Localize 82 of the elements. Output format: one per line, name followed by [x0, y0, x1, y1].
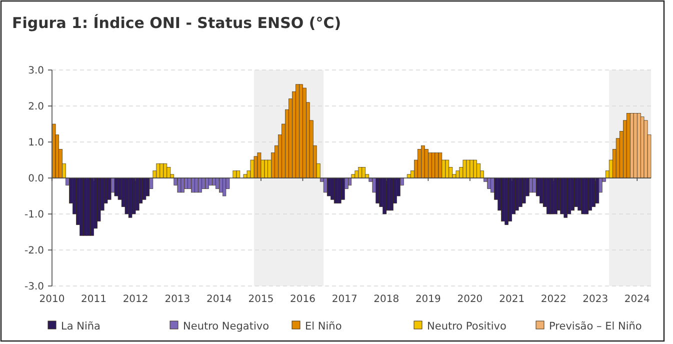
- y-tick-label: -3.0: [24, 282, 44, 292]
- bar: [636, 113, 641, 178]
- bar: [323, 178, 328, 193]
- bar: [257, 152, 262, 178]
- x-tick-label: 2018: [374, 294, 400, 305]
- x-tick-label: 2012: [122, 294, 148, 305]
- bar: [445, 160, 450, 178]
- bar: [532, 178, 536, 193]
- bar: [390, 178, 394, 211]
- bar: [128, 178, 132, 218]
- bar: [595, 178, 600, 204]
- bar: [473, 160, 477, 178]
- x-tick-label: 2015: [248, 294, 274, 305]
- x-tick-label: 2021: [499, 294, 525, 305]
- bar: [107, 178, 112, 200]
- bar: [550, 178, 554, 214]
- x-tick-label: 2022: [540, 294, 566, 305]
- x-tick-label: 2011: [81, 294, 106, 305]
- chart-title: Figura 1: Índice ONI - Status ENSO (°C): [12, 14, 342, 32]
- bar: [553, 178, 558, 214]
- legend-label: Neutro Negativo: [183, 320, 270, 332]
- x-tick-label: 2016: [290, 294, 316, 305]
- x-tick-label: 2014: [206, 294, 232, 305]
- bar: [362, 167, 366, 178]
- bar: [476, 163, 481, 178]
- bar: [132, 178, 136, 214]
- x-tick-label: 2017: [332, 294, 358, 305]
- bar: [567, 178, 572, 214]
- bar: [180, 178, 184, 193]
- bar: [386, 178, 390, 211]
- y-tick-label: 3.0: [28, 66, 44, 76]
- x-tick-label: 2024: [624, 294, 650, 305]
- legend-label: La Niña: [61, 320, 100, 332]
- bar: [337, 178, 342, 204]
- bar: [166, 167, 171, 178]
- bar: [236, 170, 240, 178]
- bar: [330, 178, 334, 200]
- bar: [570, 178, 574, 211]
- x-tick-label: 2013: [164, 294, 190, 305]
- bar: [504, 178, 508, 225]
- x-tick-label: 2020: [457, 294, 483, 305]
- legend-label: Previsão – El Niño: [549, 320, 642, 332]
- bar: [299, 84, 303, 178]
- bar: [222, 178, 226, 196]
- bar: [146, 178, 150, 196]
- bar: [382, 178, 387, 214]
- bar: [302, 88, 306, 178]
- bar: [592, 178, 596, 207]
- x-tick-label: 2010: [39, 294, 65, 305]
- y-tick-label: 1.0: [28, 138, 44, 148]
- bar: [296, 84, 300, 178]
- bar: [135, 178, 140, 211]
- bar: [644, 120, 648, 178]
- legend-label: Neutro Positivo: [427, 320, 506, 332]
- y-tick-label: -2.0: [24, 246, 44, 256]
- bar: [340, 178, 345, 200]
- bar: [581, 178, 586, 214]
- bar: [438, 152, 442, 178]
- y-tick-label: -1.0: [24, 210, 44, 220]
- bar: [462, 160, 467, 178]
- bar: [515, 178, 519, 211]
- bar: [250, 160, 254, 178]
- bar: [564, 178, 568, 218]
- legend-label: El Niño: [305, 320, 342, 332]
- bar: [348, 178, 352, 186]
- bar: [205, 178, 209, 189]
- bar: [508, 178, 512, 222]
- x-tick-label: 2019: [415, 294, 441, 305]
- y-tick-label: 2.0: [28, 102, 44, 112]
- bar: [588, 178, 592, 211]
- bar: [163, 163, 168, 178]
- bar: [142, 178, 146, 200]
- bar: [264, 160, 268, 178]
- bar: [539, 178, 544, 204]
- bar: [584, 178, 589, 214]
- x-tick-label: 2023: [582, 294, 608, 305]
- bar: [421, 145, 425, 178]
- bar: [630, 113, 634, 178]
- y-tick-label: 0.0: [28, 174, 44, 184]
- bar: [86, 178, 90, 236]
- bar: [80, 178, 84, 236]
- bar: [90, 178, 94, 236]
